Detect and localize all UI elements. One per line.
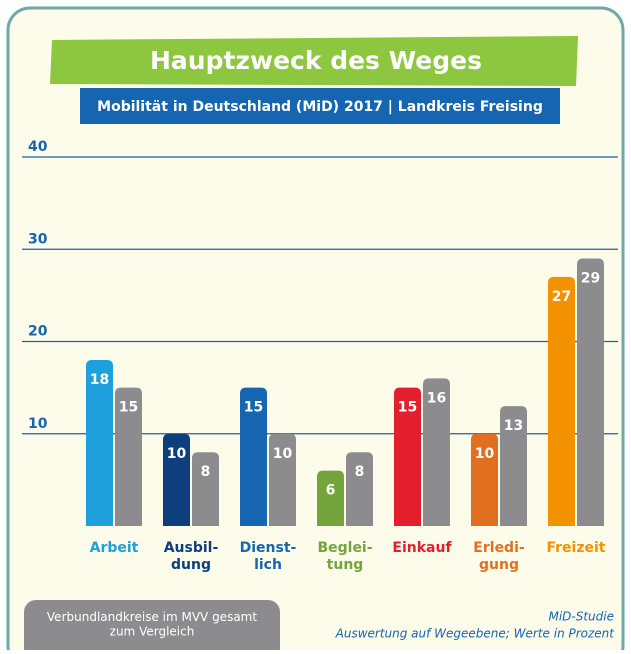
value-label: 13 — [504, 418, 523, 434]
y-tick-label: 20 — [28, 324, 48, 340]
value-label: 27 — [552, 289, 571, 305]
bar — [423, 378, 450, 526]
bar — [115, 387, 142, 526]
value-label: 16 — [427, 390, 446, 406]
value-label: 15 — [398, 400, 417, 416]
x-tick-label: Beglei-tung — [317, 540, 372, 573]
bar — [269, 433, 296, 526]
y-tick-label: 10 — [28, 416, 48, 432]
y-tick-label: 40 — [28, 139, 48, 155]
value-label: 10 — [475, 446, 495, 462]
x-tick-label: Erledi-gung — [473, 540, 525, 573]
value-label: 18 — [90, 372, 109, 388]
footnote: MiD-Studie — [548, 610, 614, 624]
value-label: 8 — [355, 464, 365, 480]
value-label: 15 — [244, 400, 263, 416]
subtitle: Mobilität in Deutschland (MiD) 2017 | La… — [97, 99, 543, 115]
bar — [346, 452, 373, 526]
bar — [86, 359, 113, 526]
bar — [394, 387, 421, 526]
bar — [577, 258, 604, 526]
x-tick-label: Dienst-lich — [240, 540, 297, 573]
bar — [163, 433, 190, 526]
bar — [548, 276, 575, 526]
title-banner — [50, 36, 578, 86]
value-label: 29 — [581, 270, 600, 286]
value-label: 15 — [119, 400, 138, 416]
y-tick-label: 30 — [28, 231, 48, 247]
value-label: 10 — [273, 446, 293, 462]
legend-entry: Verbundlandkreise im MVV gesamt zum Vergl… — [47, 610, 257, 638]
subtitle-box — [80, 88, 560, 124]
footnote: Auswertung auf Wegeebene; Werte in Proze… — [335, 627, 616, 641]
value-label: 10 — [167, 446, 187, 462]
chart-title: Hauptzweck des Weges — [150, 46, 482, 75]
x-tick-label: Arbeit — [90, 540, 139, 556]
x-tick-label: Ausbil-dung — [164, 540, 219, 573]
x-tick-label: Einkauf — [392, 540, 452, 556]
x-tick-label: Freizeit — [546, 540, 605, 556]
frame — [6, 6, 625, 654]
bar — [317, 470, 344, 526]
bar — [500, 406, 527, 526]
value-label: 6 — [326, 483, 336, 499]
bar — [471, 433, 498, 526]
bar — [240, 387, 267, 526]
bar — [192, 452, 219, 526]
value-label: 8 — [201, 464, 211, 480]
legend-box — [24, 600, 280, 654]
